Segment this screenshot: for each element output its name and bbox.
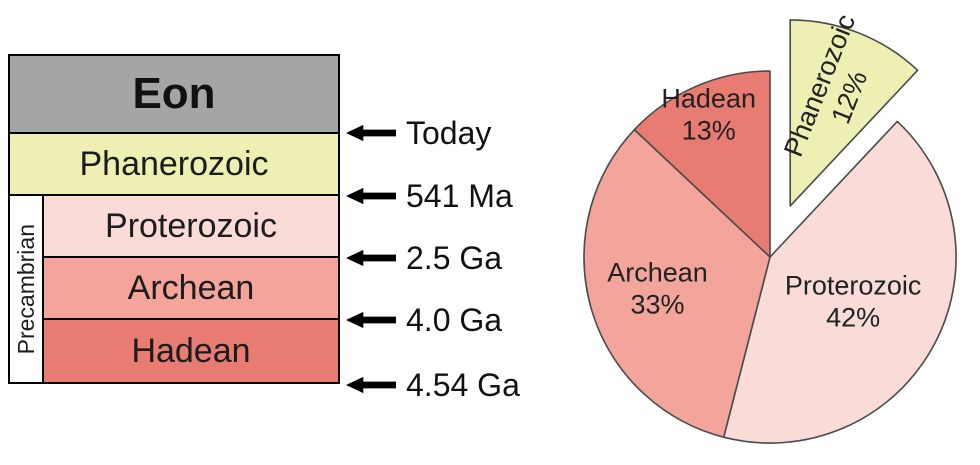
row-archean: Archean [44, 258, 338, 320]
eon-table: Eon Phanerozoic Precambrian Proterozoic … [8, 54, 340, 384]
pie-slice-hadean [633, 70, 771, 258]
marker-4-54-ga: 4.54 Ga [346, 366, 520, 404]
left-arrow-icon [346, 187, 396, 205]
precambrian-label-cell: Precambrian [10, 196, 44, 382]
pie-slice-phanerozoic [789, 19, 919, 207]
pie-label-hadean: Hadean 13% [661, 83, 756, 145]
marker-541-ma: 541 Ma [346, 177, 513, 215]
row-label-hadean: Hadean [131, 331, 251, 370]
marker-label-2-5-ga: 2.5 Ga [406, 239, 503, 276]
row-phanerozoic: Phanerozoic [10, 134, 338, 196]
pie-label-proterozoic: Proterozoic 42% [785, 271, 922, 333]
marker-4-0-ga: 4.0 Ga [346, 301, 502, 339]
marker-label-4-54-ga: 4.54 Ga [406, 366, 520, 403]
eon-header: Eon [10, 56, 338, 134]
eon-pie-chart: Phanerozoic12%Proterozoic 42%Archean 33%Ha… [583, 10, 957, 444]
eon-header-label: Eon [132, 69, 216, 118]
pie-slice-proterozoic [722, 120, 957, 444]
left-arrow-icon [346, 376, 396, 394]
pie-slice-archean [583, 128, 771, 438]
marker-today: Today [346, 114, 491, 152]
marker-label-4-0-ga: 4.0 Ga [406, 301, 503, 338]
row-hadean: Hadean [44, 320, 338, 382]
pie-label-archean: Archean 33% [607, 258, 708, 320]
marker-label-today: Today [406, 114, 492, 151]
marker-2-5-ga: 2.5 Ga [346, 239, 502, 277]
precambrian-band: Precambrian Proterozoic Archean Hadean [10, 196, 338, 382]
row-label-archean: Archean [127, 268, 255, 307]
precambrian-label: Precambrian [12, 223, 39, 355]
row-proterozoic: Proterozoic [44, 196, 338, 258]
precambrian-rows: Proterozoic Archean Hadean [44, 196, 338, 382]
row-label-phanerozoic: Phanerozoic [79, 144, 269, 183]
row-label-proterozoic: Proterozoic [105, 206, 277, 245]
marker-label-541-ma: 541 Ma [406, 177, 513, 214]
left-arrow-icon [346, 249, 396, 267]
left-arrow-icon [346, 311, 396, 329]
left-arrow-icon [346, 124, 396, 142]
